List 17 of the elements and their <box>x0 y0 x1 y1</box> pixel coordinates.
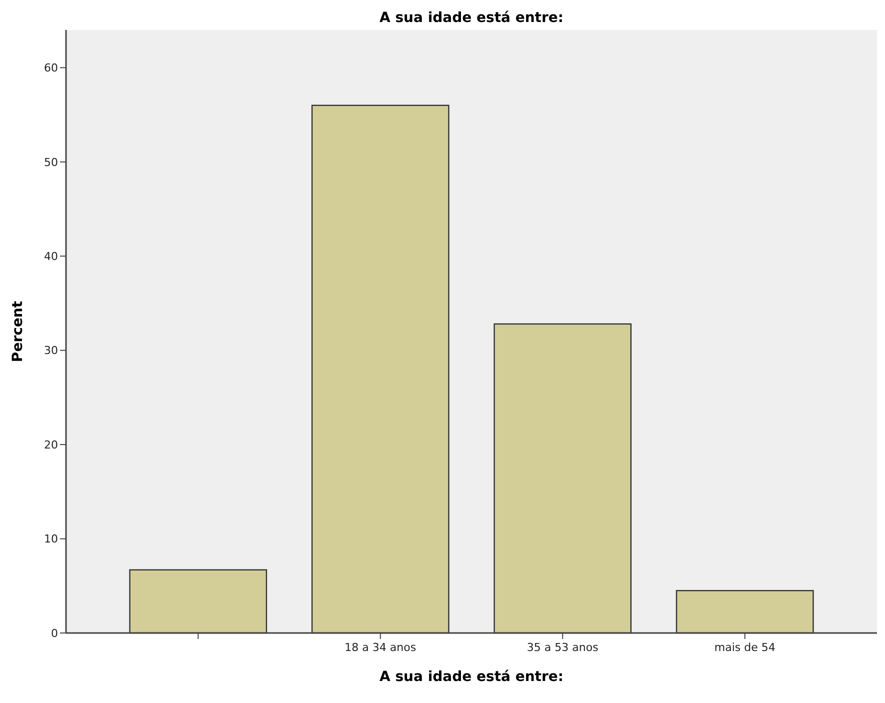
x-tick-label: 18 a 34 anos <box>344 641 416 654</box>
bar <box>676 590 814 634</box>
y-tick-label: 0 <box>51 626 58 640</box>
y-tick-label: 50 <box>44 156 58 169</box>
y-tick-label: 20 <box>44 438 58 452</box>
x-tick-label: 35 a 53 anos <box>526 641 599 654</box>
x-axis-title: A sua idade está entre: <box>380 669 564 685</box>
bar <box>129 569 268 634</box>
y-tick-label: 10 <box>44 532 58 546</box>
y-tick-label: 60 <box>44 62 58 75</box>
y-tick-label: 40 <box>44 250 58 263</box>
y-tick-label: 30 <box>44 344 58 358</box>
bar <box>311 104 450 634</box>
y-axis-title: Percent <box>10 300 26 362</box>
bar <box>494 323 632 634</box>
chart-title: A sua idade está entre: <box>380 10 564 26</box>
x-tick-label: mais de 54 <box>714 641 776 654</box>
